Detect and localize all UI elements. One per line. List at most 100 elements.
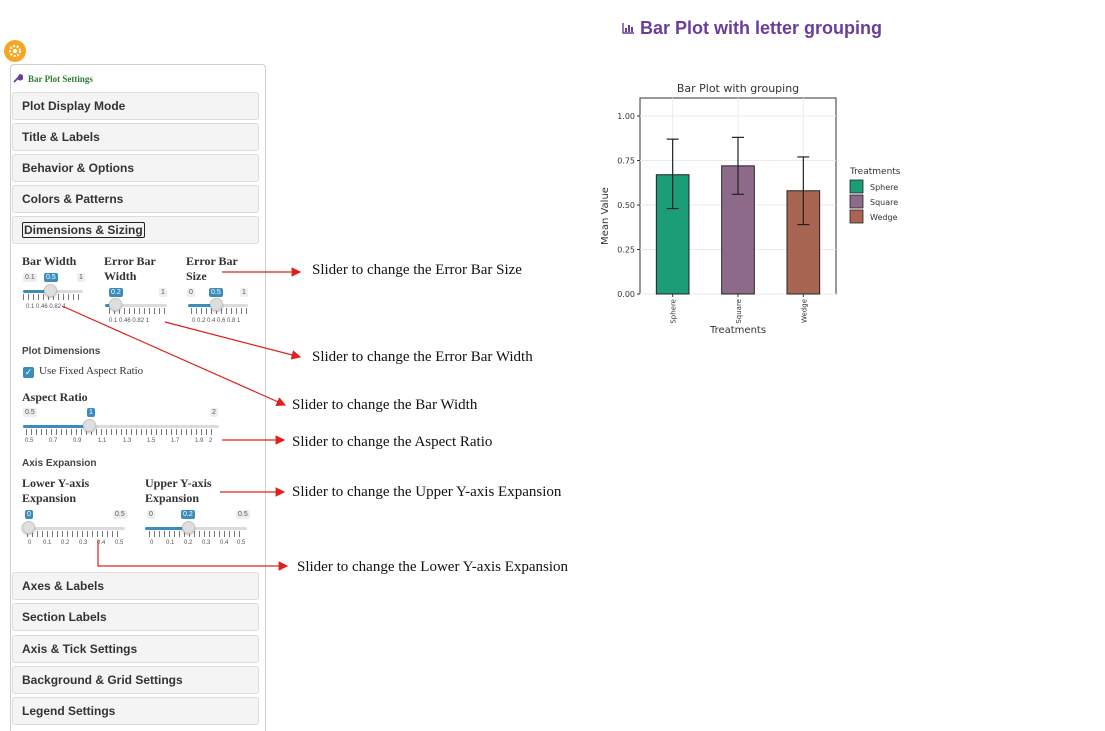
error-bar-size-label: Error Bar Size (186, 254, 238, 283)
aspect-ratio-min: 0.5 (23, 408, 37, 417)
chart-title: Bar Plot with grouping (677, 82, 799, 95)
fixed-aspect-checkbox[interactable]: ✓ (23, 367, 34, 378)
section-section-labels[interactable]: Section Labels (12, 603, 259, 631)
section-axis-tick-settings[interactable]: Axis & Tick Settings (12, 635, 259, 663)
wrench-icon (13, 74, 23, 83)
error-bar-width-slider[interactable] (105, 304, 167, 307)
upper-y-slider[interactable] (145, 527, 247, 530)
upper-y-max: 0.5 (236, 510, 250, 519)
annotation-aspect-ratio: Slider to change the Aspect Ratio (292, 434, 493, 450)
lower-tick-2: 0.2 (61, 540, 70, 546)
bar-chart-icon (622, 23, 634, 34)
aspect-ratio-ticks (26, 429, 216, 435)
error-bar-size-fill (188, 304, 216, 307)
bar-width-label: Bar Width (22, 254, 77, 268)
lower-y-slider[interactable] (23, 527, 125, 530)
x-axis-label: Treatments (709, 325, 766, 336)
section-axes-labels[interactable]: Axes & Labels (12, 572, 259, 600)
y-tick-label: 1.00 (617, 112, 635, 121)
bar-plot: Bar Plot with grouping 0.00 0.25 0.50 0.75 1.… (600, 82, 901, 336)
section-legend-settings[interactable]: Legend Settings (12, 697, 259, 725)
y-tick-label: 0.00 (617, 290, 635, 299)
lower-y-max: 0.5 (113, 510, 127, 519)
aspect-tick-1: 0.7 (49, 438, 58, 444)
bar-width-thumb[interactable] (44, 284, 57, 297)
annotation-error-bar-width: Slider to change the Error Bar Width (312, 349, 533, 365)
annotation-lower-y: Slider to change the Lower Y-axis Expans… (297, 559, 569, 575)
legend-swatch (849, 209, 864, 224)
section-title-labels[interactable]: Title & Labels (12, 123, 259, 151)
error-bar-width-max: 1 (159, 288, 167, 297)
aspect-tick-7: 1.9 (195, 438, 204, 444)
upper-tick-5: 0.5 (237, 540, 246, 546)
lower-tick-5: 0.5 (115, 540, 124, 546)
page-title-text: Bar Plot with letter grouping (640, 18, 882, 38)
upper-tick-2: 0.2 (184, 540, 193, 546)
x-tick-label: Sphere (670, 299, 678, 324)
lower-tick-1: 0.1 (43, 540, 52, 546)
fixed-aspect-label: Use Fixed Aspect Ratio (39, 365, 144, 377)
upper-y-min: 0 (147, 510, 155, 519)
bar-width-fill (23, 290, 51, 293)
aspect-tick-6: 1.7 (171, 438, 180, 444)
aspect-ratio-slider[interactable] (23, 425, 219, 428)
axis-expansion-label: Axis Expansion (22, 458, 97, 469)
bar-width-max: 1 (77, 273, 85, 282)
error-bar-width-value: 0.2 (109, 288, 123, 297)
lower-y-value: 0 (25, 510, 33, 519)
aspect-tick-3: 1.1 (98, 438, 107, 444)
lower-tick-4: 0.4 (97, 540, 106, 546)
aspect-ratio-fill (23, 425, 89, 428)
settings-gear-icon[interactable] (4, 40, 26, 62)
settings-panel: Bar Plot Settings Plot Display Mode Titl… (10, 64, 266, 731)
error-bar-width-thumb[interactable] (109, 298, 122, 311)
section-background-grid[interactable]: Background & Grid Settings (12, 666, 259, 694)
error-bar-size-tick-labels: 0 0.2 0.4 0.6 0.8 1 (192, 318, 241, 324)
aspect-tick-5: 1.5 (147, 438, 156, 444)
lower-tick-3: 0.3 (79, 540, 88, 546)
arrow-bar-width (61, 305, 287, 406)
page-title: Bar Plot with letter grouping (622, 18, 882, 39)
error-bar-size-value: 0.5 (209, 288, 223, 297)
bar-width-ticks (23, 294, 81, 300)
plot-dimensions-label: Plot Dimensions (22, 346, 101, 357)
aspect-ratio-value: 1 (87, 408, 95, 417)
upper-tick-0: 0 (150, 540, 154, 546)
aspect-tick-8: 2 (209, 438, 213, 444)
legend-title: Treatments (849, 167, 901, 177)
aspect-tick-0: 0.5 (25, 438, 34, 444)
y-axis-label: Mean Value (600, 187, 611, 245)
y-tick-label: 0.75 (617, 157, 635, 166)
legend-swatch (849, 194, 864, 209)
legend-label: Square (870, 198, 898, 207)
section-behavior-options[interactable]: Behavior & Options (12, 154, 259, 182)
annotation-bar-width: Slider to change the Bar Width (292, 397, 478, 413)
lower-tick-0: 0 (28, 540, 32, 546)
x-tick-label: Square (735, 299, 743, 324)
section-colors-patterns[interactable]: Colors & Patterns (12, 185, 259, 213)
annotation-error-bar-size: Slider to change the Error Bar Size (312, 262, 522, 278)
upper-y-thumb[interactable] (182, 521, 195, 534)
error-bar-size-thumb[interactable] (210, 298, 223, 311)
aspect-tick-2: 0.9 (73, 438, 82, 444)
aspect-tick-4: 1.3 (123, 438, 132, 444)
arrow-error-bar-width (164, 321, 302, 360)
section-plot-display-mode[interactable]: Plot Display Mode (12, 92, 259, 120)
upper-y-label: Upper Y-axis Expansion (145, 476, 212, 505)
error-bar-width-ticks (109, 308, 165, 314)
annotation-upper-y: Slider to change the Upper Y-axis Expans… (292, 484, 562, 500)
bar-width-tick-labels: 0.1 0.46 0.82 1 (26, 304, 67, 310)
panel-title: Bar Plot Settings (28, 73, 93, 84)
upper-tick-1: 0.1 (166, 540, 175, 546)
lower-y-thumb[interactable] (22, 521, 35, 534)
aspect-ratio-thumb[interactable] (83, 419, 96, 432)
panel-header: Bar Plot Settings (12, 73, 93, 84)
legend-label: Sphere (870, 183, 898, 192)
arrow-lower-y (97, 540, 289, 571)
y-tick-label: 0.25 (617, 246, 635, 255)
section-dimensions-sizing[interactable]: Dimensions & Sizing (12, 216, 259, 244)
error-bar-size-max: 1 (240, 288, 248, 297)
legend-swatch (849, 179, 864, 194)
legend-label: Wedge (870, 213, 898, 222)
aspect-ratio-label: Aspect Ratio (22, 390, 88, 404)
